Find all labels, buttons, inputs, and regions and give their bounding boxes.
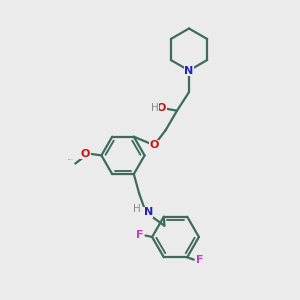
Text: N: N xyxy=(184,65,194,76)
Text: N: N xyxy=(144,207,153,217)
Text: F: F xyxy=(196,255,204,265)
Text: O: O xyxy=(149,140,159,150)
Text: H: H xyxy=(133,204,141,214)
Text: methoxy: methoxy xyxy=(68,159,74,160)
Text: O: O xyxy=(157,103,166,113)
Text: F: F xyxy=(136,230,144,240)
Text: H: H xyxy=(151,103,159,113)
Text: O: O xyxy=(81,149,90,159)
